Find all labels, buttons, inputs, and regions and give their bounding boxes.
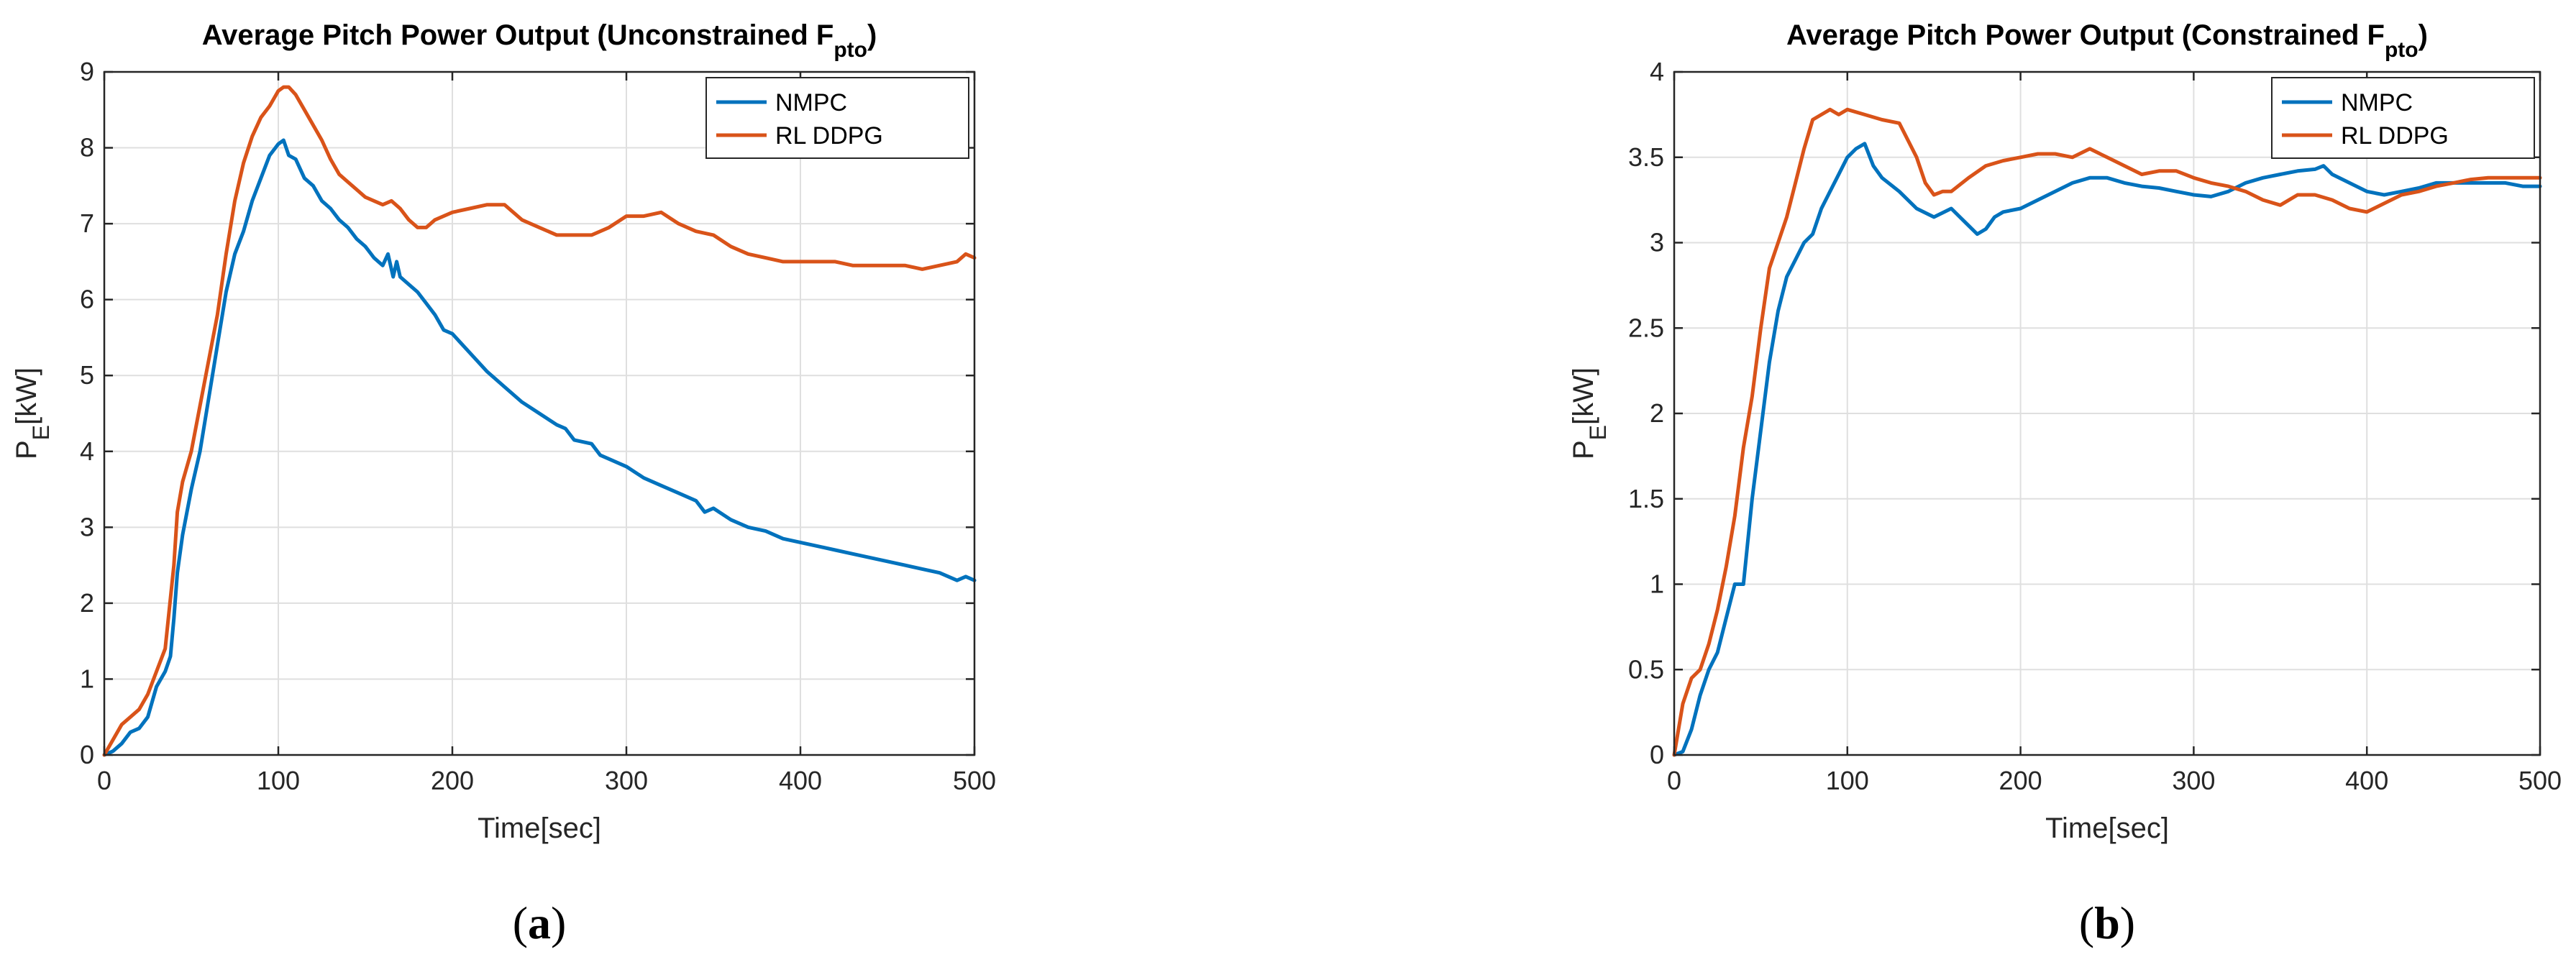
x-tick-label: 100: [1826, 766, 1869, 795]
y-tick-label: 0: [80, 740, 94, 769]
series-line-nmpc: [102, 138, 977, 757]
y-axis-label-main: P: [11, 440, 42, 459]
legend: NMPC RL DDPG: [2271, 77, 2535, 159]
x-tick-label: 500: [2518, 766, 2562, 795]
panel-label-letter: a: [528, 897, 551, 948]
legend-box: [705, 77, 969, 159]
y-tick-label: 2: [1650, 398, 1664, 428]
y-axis-label-subscript: E: [1585, 425, 1611, 440]
y-tick-label: 2.5: [1628, 313, 1664, 342]
panel-label-letter: b: [2094, 897, 2120, 948]
x-axis-label-a: Time[sec]: [478, 812, 601, 844]
panel-label-b: (b): [2079, 897, 2135, 948]
y-tick-label: 0: [1650, 740, 1664, 769]
y-tick-label: 3.5: [1628, 142, 1664, 172]
axes-box: [103, 70, 976, 756]
x-tick-label: 400: [2345, 766, 2388, 795]
x-tick-label: 200: [431, 766, 474, 795]
y-axis-label-unit: [kW]: [1568, 367, 1599, 425]
y-tick-label: 1: [1650, 569, 1664, 599]
y-tick-label: 1.5: [1628, 484, 1664, 513]
y-tick-label: 0.5: [1628, 654, 1664, 684]
panel-label-close: ): [2120, 897, 2135, 948]
panel-label-a: (a): [513, 897, 567, 948]
chart-panel-b: Average Pitch Power Output (Constrained …: [1568, 19, 2562, 948]
x-tick-label: 100: [257, 766, 300, 795]
legend-entry-label: NMPC: [2341, 89, 2413, 116]
y-axis-label-unit: [kW]: [11, 367, 42, 425]
y-tick-label: 2: [80, 588, 94, 618]
chart-title-main: Average Pitch Power Output (Unconstraine…: [202, 19, 834, 51]
y-tick-label: 5: [80, 360, 94, 390]
chart-title-b: Average Pitch Power Output (Constrained …: [1786, 19, 2428, 62]
y-axis-label-b: PE[kW]: [1568, 367, 1611, 459]
chart-title-close: ): [2419, 19, 2428, 51]
x-tick-label: 300: [2172, 766, 2215, 795]
y-tick-label: 3: [1650, 228, 1664, 257]
x-tick-label: 200: [1999, 766, 2042, 795]
legend-entry-label: RL DDPG: [775, 122, 883, 150]
series-line-rl-ddpg: [102, 85, 977, 757]
x-tick-label: 400: [779, 766, 822, 795]
y-tick-label: 4: [80, 436, 94, 466]
legend-box: [2271, 77, 2535, 159]
y-axis-label-a: PE[kW]: [11, 367, 54, 459]
series-line-rl-ddpg: [1672, 107, 2542, 757]
chart-title-subscript: pto: [2385, 38, 2419, 62]
y-tick-label: 8: [80, 133, 94, 162]
y-tick-label: 7: [80, 209, 94, 238]
series-line-nmpc: [1672, 142, 2542, 757]
x-axis-label-b: Time[sec]: [2045, 812, 2169, 844]
chart-panel-a: Average Pitch Power Output (Unconstraine…: [11, 19, 996, 948]
x-tick-label: 0: [1667, 766, 1681, 795]
y-axis-label-subscript: E: [28, 425, 54, 440]
x-tick-label: 500: [953, 766, 996, 795]
y-tick-label: 3: [80, 512, 94, 541]
legend-entry-label: NMPC: [775, 89, 847, 116]
panel-label-close: ): [551, 897, 566, 948]
chart-title-a: Average Pitch Power Output (Unconstraine…: [202, 19, 877, 62]
y-tick-label: 4: [1650, 57, 1664, 86]
chart-title-close: ): [867, 19, 877, 51]
y-tick-label: 6: [80, 285, 94, 314]
grid: [104, 71, 975, 756]
panel-label-open: (: [2079, 897, 2094, 948]
legend: NMPC RL DDPG: [705, 77, 969, 159]
chart-title-subscript: pto: [833, 38, 867, 62]
y-axis-label-main: P: [1568, 440, 1599, 459]
legend-entry-label: RL DDPG: [2341, 122, 2449, 150]
chart-title-main: Average Pitch Power Output (Constrained …: [1786, 19, 2385, 51]
x-tick-label: 0: [97, 766, 111, 795]
y-tick-label: 1: [80, 664, 94, 693]
panel-label-open: (: [513, 897, 528, 948]
y-tick-label: 9: [80, 57, 94, 86]
x-tick-label: 300: [605, 766, 648, 795]
